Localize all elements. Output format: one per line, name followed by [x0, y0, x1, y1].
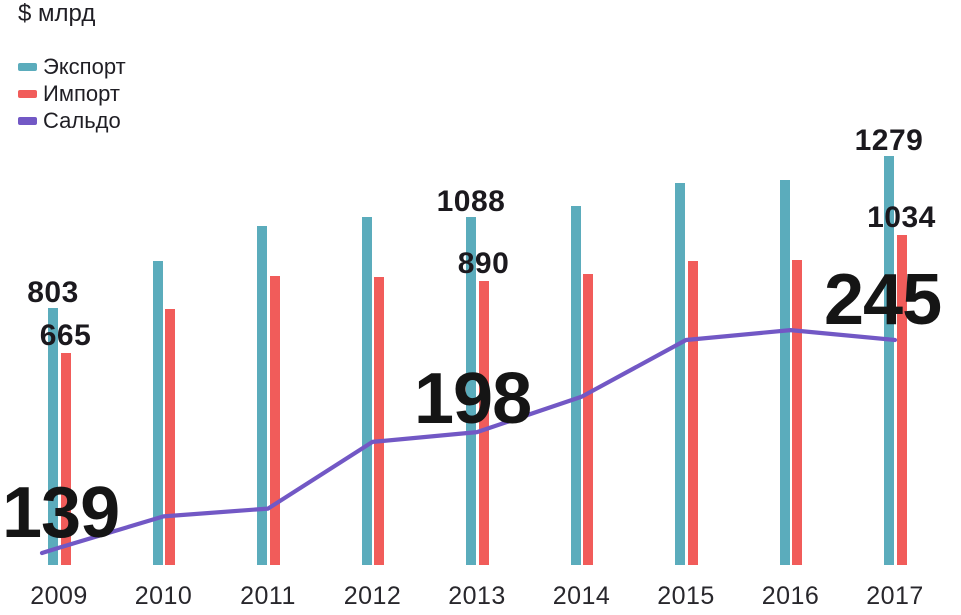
import-value-label: 890	[457, 246, 510, 280]
export-bar	[361, 216, 372, 565]
legend-item-balance: Сальдо	[18, 107, 126, 134]
x-axis-label: 2010	[134, 582, 193, 610]
export-bar	[675, 183, 685, 565]
x-axis-label: 2014	[552, 582, 611, 610]
export-bar	[257, 226, 267, 565]
import-swatch-icon	[18, 89, 37, 98]
import-bar	[583, 274, 593, 565]
import-bar	[687, 261, 698, 565]
x-axis-label: 2015	[657, 582, 715, 610]
legend-label-balance: Сальдо	[43, 108, 121, 133]
import-value-label: 1034	[867, 200, 936, 234]
legend: Экспорт Импорт Сальдо	[18, 53, 126, 134]
legend-item-export: Экспорт	[18, 53, 126, 80]
x-axis-label: 2017	[866, 582, 924, 610]
legend-label-import: Импорт	[43, 81, 120, 106]
x-axis-label: 2013	[448, 582, 506, 610]
export-swatch-icon	[18, 62, 37, 71]
export-bar	[570, 205, 581, 565]
balance-value-label: 198	[414, 359, 532, 439]
import-bar	[165, 309, 175, 565]
import-bar	[374, 277, 384, 565]
x-axis-label: 2009	[30, 582, 88, 610]
import-bar	[269, 275, 280, 565]
export-bar	[152, 261, 163, 565]
legend-label-export: Экспорт	[43, 54, 126, 79]
export-value-label: 1279	[854, 124, 924, 158]
x-axis-label: 2012	[343, 582, 402, 610]
import-bar	[896, 234, 907, 565]
export-bar	[779, 180, 790, 565]
x-axis-label: 2016	[761, 582, 820, 610]
import-bar	[792, 259, 802, 565]
legend-item-import: Импорт	[18, 80, 126, 107]
export-value-label: 803	[27, 276, 79, 310]
balance-value-label: 245	[824, 260, 942, 340]
y-axis-unit-label: $ млрд	[18, 0, 96, 27]
balance-value-label: 139	[2, 473, 120, 553]
balance-swatch-icon	[18, 116, 37, 125]
export-value-label: 1088	[436, 185, 506, 219]
x-axis-label: 2011	[240, 582, 296, 610]
import-value-label: 665	[39, 318, 92, 352]
